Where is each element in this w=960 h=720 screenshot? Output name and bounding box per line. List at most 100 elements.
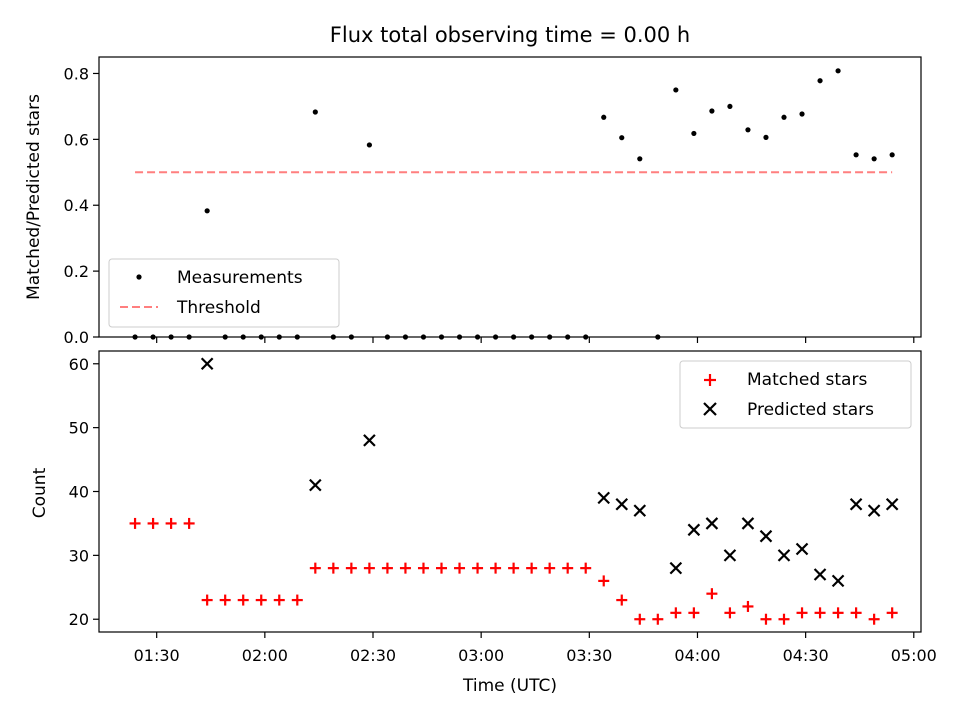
predicted-star-marker — [705, 517, 719, 530]
matched-star-marker — [670, 607, 682, 619]
matched-star-marker — [454, 562, 466, 574]
top-x-ticks — [156, 337, 915, 343]
top-y-ticks: 0.0 0.2 0.4 0.6 0.8 — [64, 64, 99, 347]
matched-star-marker — [508, 562, 520, 574]
top-axes-frame — [98, 56, 922, 338]
measurement-point — [601, 114, 607, 120]
x-tick-label: 01:30 — [134, 646, 180, 665]
top-y-tick-label: 0.6 — [64, 130, 89, 149]
predicted-star-marker — [309, 478, 322, 492]
predicted-star-marker — [741, 517, 755, 530]
measurement-point — [745, 127, 751, 133]
predicted-star-marker — [633, 504, 647, 517]
matched-star-marker — [598, 575, 610, 587]
matched-star-marker — [688, 607, 700, 619]
legend-predicted-label: Predicted stars — [747, 400, 874, 420]
matched-star-marker — [417, 562, 429, 574]
matched-star-marker — [760, 613, 772, 625]
matched-star-marker — [165, 517, 177, 529]
predicted-star-marker — [597, 491, 611, 505]
top-y-tick-label: 0.0 — [64, 328, 89, 347]
bottom-plot-area — [129, 357, 899, 625]
matched-star-marker — [273, 594, 285, 606]
bottom-legend-frame — [679, 360, 912, 429]
predicted-star-marker — [759, 529, 773, 543]
matched-star-marker — [219, 594, 231, 606]
matched-star-marker — [652, 613, 664, 625]
measurement-point — [799, 111, 805, 117]
x-tick-label: 03:00 — [458, 646, 504, 665]
measurement-point — [835, 68, 841, 74]
x-tick-label: 02:30 — [350, 646, 396, 665]
measurement-point — [366, 142, 372, 148]
measurement-point — [673, 87, 679, 93]
matched-star-marker — [634, 613, 646, 625]
x-tick-label: 04:00 — [674, 646, 720, 665]
bottom-y-tick-label: 50 — [69, 419, 89, 438]
matched-star-marker — [399, 562, 411, 574]
matched-star-marker — [580, 562, 592, 574]
bottom-y-tick-label: 60 — [69, 355, 89, 374]
predicted-star-marker — [795, 542, 809, 556]
measurement-point — [727, 103, 733, 110]
matched-star-marker — [742, 600, 754, 612]
matched-star-marker — [850, 607, 862, 619]
top-panel: 0.00.20.40.60.8 Matched/Predicted stars … — [24, 56, 922, 347]
matched-star-marker — [363, 562, 375, 574]
matched-star-marker — [526, 562, 538, 574]
predicted-star-marker — [813, 568, 827, 581]
bottom-y-axis-label: Count — [30, 467, 50, 518]
predicted-star-marker — [200, 357, 214, 371]
bottom-y-tick-label: 20 — [69, 610, 89, 629]
measurement-point — [817, 78, 823, 84]
predicted-star-marker — [867, 504, 881, 517]
matched-star-marker — [868, 613, 880, 625]
matched-star-marker — [544, 562, 556, 574]
matched-star-marker — [381, 562, 393, 574]
chart-title: Flux total observing time = 0.00 h — [330, 23, 690, 47]
matched-star-marker — [814, 607, 826, 619]
legend-matched-marker — [704, 374, 716, 386]
x-axis-label: Time (UTC) — [462, 676, 557, 696]
bottom-y-ticks: 20 30 40 50 60 — [69, 355, 99, 629]
matched-star-marker — [778, 613, 790, 625]
top-legend-frame — [108, 258, 340, 328]
top-y-tick-label: 0.4 — [64, 196, 89, 215]
predicted-star-marker — [723, 549, 737, 562]
x-tick-label: 03:30 — [566, 646, 612, 665]
matched-star-marker — [129, 517, 141, 529]
matched-star-marker — [291, 594, 303, 606]
predicted-star-marker — [849, 497, 863, 511]
matched-star-marker — [796, 607, 808, 619]
matched-star-marker — [562, 562, 574, 574]
bottom-x-ticks: 01:30 02:00 02:30 03:00 03:30 04:00 04:30 05:00 — [134, 632, 937, 665]
matched-star-marker — [237, 594, 249, 606]
x-tick-label: 02:00 — [242, 646, 288, 665]
predicted-star-marker — [669, 561, 683, 575]
top-y-tick-label: 0.8 — [64, 64, 89, 83]
measurement-point — [781, 114, 787, 120]
legend-matched-label: Matched stars — [747, 370, 867, 390]
legend-predicted-marker — [703, 402, 717, 416]
matched-star-marker — [706, 588, 718, 600]
predicted-star-marker — [363, 434, 376, 447]
matched-star-marker — [255, 594, 267, 606]
bottom-panel: 20 30 40 50 60 01:30 02:00 02:30 03:00 03:30 04:0… — [30, 350, 937, 696]
x-tick-label: 05:00 — [891, 646, 937, 665]
matched-star-marker — [147, 517, 159, 529]
measurement-point — [619, 135, 625, 141]
predicted-star-marker — [831, 574, 845, 588]
matched-star-marker — [183, 517, 195, 529]
matched-star-marker — [832, 607, 844, 619]
measurement-point — [763, 134, 769, 140]
legend-measurements-label: Measurements — [177, 268, 303, 288]
matched-star-marker — [201, 594, 213, 606]
matched-star-marker — [616, 594, 628, 606]
matched-star-marker — [327, 562, 339, 574]
legend-measurements-marker — [136, 274, 142, 280]
matched-star-marker — [436, 562, 447, 574]
matched-star-marker — [886, 607, 898, 619]
measurement-point — [889, 152, 895, 158]
x-tick-label: 04:30 — [783, 646, 829, 665]
